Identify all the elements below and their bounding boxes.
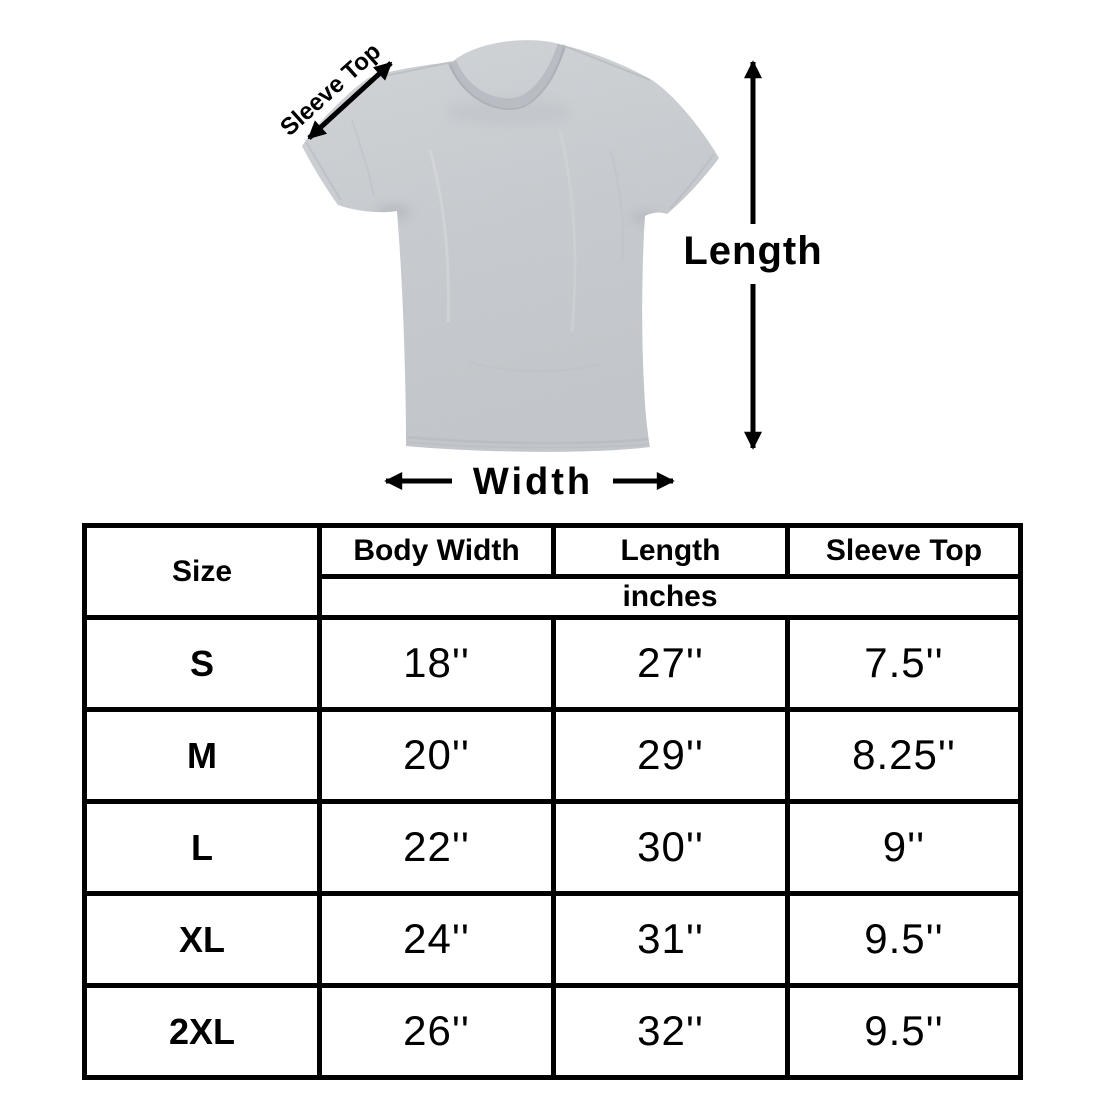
size-label-cell: XL (82, 891, 322, 988)
sleeve-top-arrow (307, 61, 393, 140)
measure-arrows (307, 60, 762, 490)
collar-band (447, 43, 567, 108)
table-row: S 18'' 27'' 7.5'' (82, 615, 1023, 712)
table-row: L 22'' 30'' 9'' (82, 799, 1023, 896)
body-width-cell: 20'' (317, 707, 556, 804)
body-width-cell: 26'' (317, 983, 556, 1080)
hem-seam (406, 435, 649, 445)
width-label: Width (472, 461, 594, 503)
body-width-cell: 18'' (317, 615, 556, 712)
sleeve-top-cell: 9'' (785, 799, 1023, 896)
header-size: Size (82, 523, 322, 620)
length-cell: 31'' (551, 891, 790, 988)
size-table: Size Body Width Length Sleeve Top inches… (82, 523, 1023, 1080)
unit-label: inches (317, 574, 1023, 620)
length-cell: 30'' (551, 799, 790, 896)
shirt-diagram (302, 40, 762, 490)
header-length: Length (551, 523, 790, 579)
body-width-cell: 24'' (317, 891, 556, 988)
table-unit-row: inches (85, 574, 1023, 620)
sleeve-top-cell: 9.5'' (785, 891, 1023, 988)
length-cell: 32'' (551, 983, 790, 1080)
size-label-cell: M (82, 707, 322, 804)
table-row: XL 24'' 31'' 9.5'' (82, 891, 1023, 988)
table-row: M 20'' 29'' 8.25'' (82, 707, 1023, 804)
header-sleeve-top: Sleeve Top (785, 523, 1023, 579)
length-cell: 27'' (551, 615, 790, 712)
size-label-cell: L (82, 799, 322, 896)
sleeve-top-cell: 7.5'' (785, 615, 1023, 712)
size-label-cell: 2XL (82, 983, 322, 1080)
length-label: Length (683, 229, 823, 273)
body-width-cell: 22'' (317, 799, 556, 896)
sleeve-top-cell: 9.5'' (785, 983, 1023, 1080)
header-body-width: Body Width (317, 523, 556, 579)
table-row: 2XL 26'' 32'' 9.5'' (82, 983, 1023, 1080)
table-header-row: Size Body Width Length Sleeve Top (82, 523, 1023, 620)
length-cell: 29'' (551, 707, 790, 804)
sleeve-top-cell: 8.25'' (785, 707, 1023, 804)
size-label-cell: S (82, 615, 322, 712)
